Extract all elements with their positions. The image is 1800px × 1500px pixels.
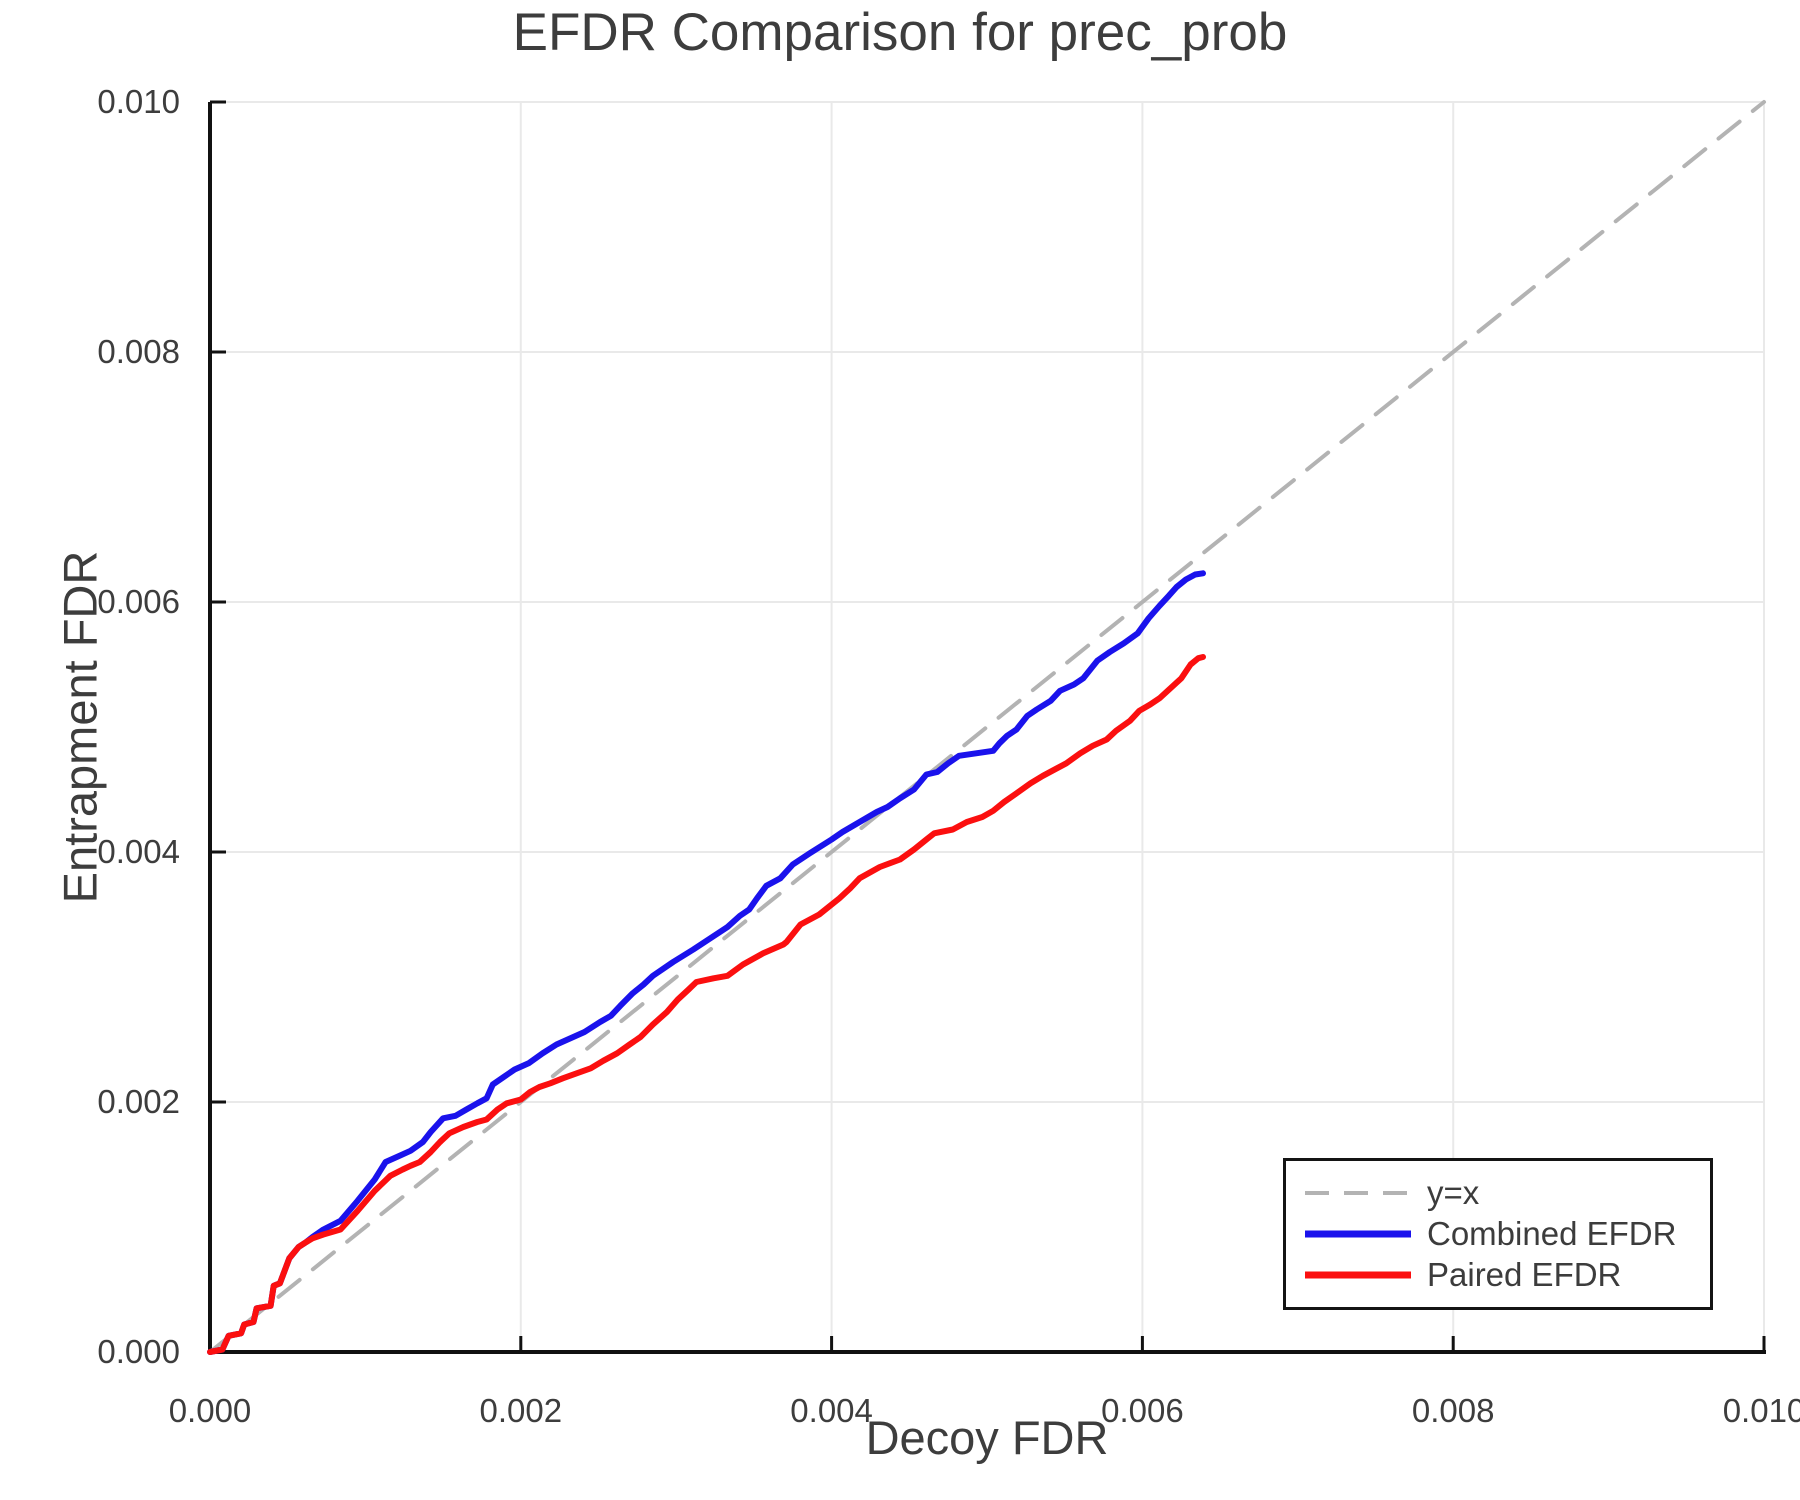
y-tick-label: 0.004 [97, 833, 180, 870]
legend-label-paired-efdr: Paired EFDR [1427, 1256, 1622, 1293]
y-tick-label: 0.006 [97, 583, 180, 620]
diagonal-line-swatch [1305, 1191, 1411, 1195]
x-tick-label: 0.002 [479, 1392, 563, 1429]
paired-efdr-line [207, 654, 1206, 1355]
legend: y=x Combined EFDR Paired EFDR [1283, 1158, 1713, 1310]
y-x-line [208, 100, 1766, 1354]
x-tick-label: 0.004 [790, 1392, 873, 1429]
combined-efdr-line-swatch [1305, 1230, 1411, 1238]
chart-title: EFDR Comparison for prec_prob [512, 3, 1288, 62]
combined-efdr-line [207, 570, 1206, 1355]
y-tick-label: 0.010 [97, 83, 180, 120]
paired-efdr-line-swatch [1305, 1271, 1411, 1279]
y-tick-label: 0.002 [97, 1083, 180, 1120]
legend-item-combined-efdr: Combined EFDR [1303, 1214, 1710, 1255]
x-tick-label: 0.010 [1722, 1392, 1800, 1429]
x-tick-label: 0.000 [168, 1392, 252, 1429]
legend-label-diagonal: y=x [1427, 1174, 1480, 1211]
y-tick-label: 0.008 [97, 333, 180, 370]
legend-item-diagonal: y=x [1303, 1173, 1710, 1214]
y-tick-label: 0.000 [97, 1333, 180, 1370]
legend-item-paired-efdr: Paired EFDR [1303, 1255, 1710, 1296]
x-axis-label: Decoy FDR [865, 1411, 1109, 1464]
x-tick-label: 0.006 [1101, 1392, 1184, 1429]
x-tick-label: 0.008 [1411, 1392, 1495, 1429]
legend-label-combined-efdr: Combined EFDR [1427, 1215, 1677, 1252]
